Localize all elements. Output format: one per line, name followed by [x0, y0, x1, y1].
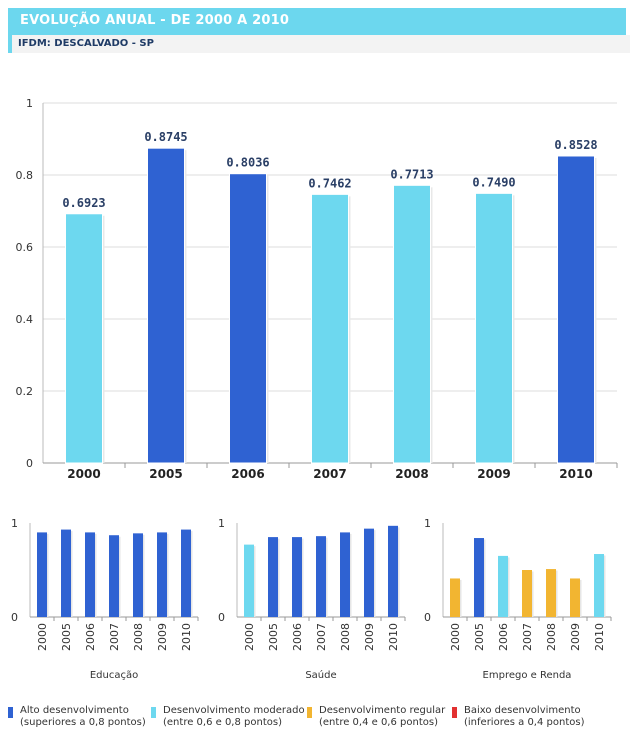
- data-label: 0.7713: [390, 167, 433, 181]
- bar: [268, 537, 278, 617]
- x-tick-label: 2005: [149, 467, 182, 481]
- bar: [109, 535, 119, 617]
- x-tick-label: 2007: [313, 467, 346, 481]
- x-tick-label: 2000: [243, 623, 256, 651]
- x-tick-label: 2007: [521, 623, 534, 651]
- legend-swatch-alto: [8, 707, 13, 718]
- x-tick-label: 2010: [387, 623, 400, 651]
- bar: [546, 569, 556, 617]
- x-tick-label: 2000: [67, 467, 100, 481]
- small-chart-title: Emprego e Renda: [483, 670, 572, 681]
- bar: [340, 532, 350, 617]
- bar: [570, 578, 580, 617]
- y-tick-label: 1: [424, 517, 431, 530]
- y-tick-label: 1: [11, 517, 18, 530]
- legend-swatch-regular: [307, 707, 312, 718]
- x-tick-label: 2008: [339, 623, 352, 651]
- legend-label: Desenvolvimento moderado: [163, 705, 305, 716]
- x-tick-label: 2006: [231, 467, 264, 481]
- bar: [393, 184, 431, 464]
- legend-range: (entre 0,4 e 0,6 pontos): [319, 717, 438, 728]
- data-label: 0.8036: [226, 156, 269, 170]
- x-tick-label: 2007: [315, 623, 328, 651]
- bar: [244, 544, 254, 617]
- bar: [498, 555, 508, 617]
- legend-range: (superiores a 0,8 pontos): [20, 717, 146, 728]
- x-tick-label: 2010: [593, 623, 606, 651]
- x-tick-label: 2000: [36, 623, 49, 651]
- bar: [65, 213, 103, 464]
- bar: [594, 554, 604, 617]
- y-tick-label: 0.2: [16, 385, 34, 398]
- x-tick-label: 2007: [108, 623, 121, 651]
- bar: [37, 532, 47, 617]
- header-bar: EVOLUÇÃO ANUAL - DE 2000 A 2010: [8, 8, 626, 35]
- x-tick-label: 2009: [363, 623, 376, 651]
- data-label: 0.7462: [308, 176, 351, 190]
- bar: [292, 537, 302, 617]
- bar: [181, 529, 191, 617]
- small-chart-title: Educação: [90, 670, 138, 681]
- legend-range: (inferiores a 0,4 pontos): [464, 717, 585, 728]
- subheader-bar: IFDM: DESCALVADO - SP: [8, 35, 630, 53]
- x-tick-label: 2008: [132, 623, 145, 651]
- y-tick-label: 0.8: [16, 169, 34, 182]
- bar: [364, 528, 374, 617]
- x-tick-label: 2006: [291, 623, 304, 651]
- bar: [311, 193, 349, 464]
- x-tick-label: 2010: [180, 623, 193, 651]
- y-tick-label: 0: [424, 611, 431, 624]
- legend-swatch-baixo: [452, 707, 457, 718]
- y-tick-label: 0.4: [16, 313, 34, 326]
- data-label: 0.8528: [554, 138, 597, 152]
- x-tick-label: 2006: [84, 623, 97, 651]
- y-tick-label: 1: [26, 97, 33, 110]
- legend-label: Alto desenvolvimento: [20, 705, 129, 716]
- legend-swatch-moderado: [151, 707, 156, 718]
- page-subtitle: IFDM: DESCALVADO - SP: [18, 38, 154, 49]
- y-tick-label: 0: [11, 611, 18, 624]
- x-tick-label: 2009: [569, 623, 582, 651]
- x-tick-label: 2009: [477, 467, 510, 481]
- y-tick-label: 0.6: [16, 241, 34, 254]
- x-tick-label: 2006: [497, 623, 510, 651]
- data-label: 0.7490: [472, 175, 515, 189]
- bar: [133, 533, 143, 617]
- legend-label: Baixo desenvolvimento: [464, 705, 581, 716]
- bar: [450, 578, 460, 617]
- legend-range: (entre 0,6 e 0,8 pontos): [163, 717, 282, 728]
- bar: [474, 538, 484, 617]
- page-title: EVOLUÇÃO ANUAL - DE 2000 A 2010: [20, 13, 290, 28]
- x-tick-label: 2005: [473, 623, 486, 651]
- y-tick-label: 0: [26, 457, 33, 470]
- data-label: 0.6923: [62, 196, 105, 210]
- x-tick-label: 2008: [545, 623, 558, 651]
- small-chart-title: Saúde: [305, 669, 336, 681]
- y-tick-label: 1: [218, 517, 225, 530]
- legend-label: Desenvolvimento regular: [319, 705, 446, 716]
- bar: [475, 192, 513, 464]
- x-tick-label: 2005: [267, 623, 280, 651]
- bar: [229, 173, 267, 464]
- x-tick-label: 2009: [156, 623, 169, 651]
- x-tick-label: 2008: [395, 467, 428, 481]
- bar: [316, 536, 326, 617]
- bar: [157, 532, 167, 617]
- x-tick-label: 2010: [559, 467, 592, 481]
- x-tick-label: 2000: [449, 623, 462, 651]
- bar: [522, 570, 532, 617]
- bar: [557, 155, 595, 464]
- bar: [147, 147, 185, 464]
- bar: [85, 532, 95, 617]
- x-tick-label: 2005: [60, 623, 73, 651]
- data-label: 0.8745: [144, 130, 187, 144]
- bar: [388, 525, 398, 617]
- bar: [61, 529, 71, 617]
- y-tick-label: 0: [218, 611, 225, 624]
